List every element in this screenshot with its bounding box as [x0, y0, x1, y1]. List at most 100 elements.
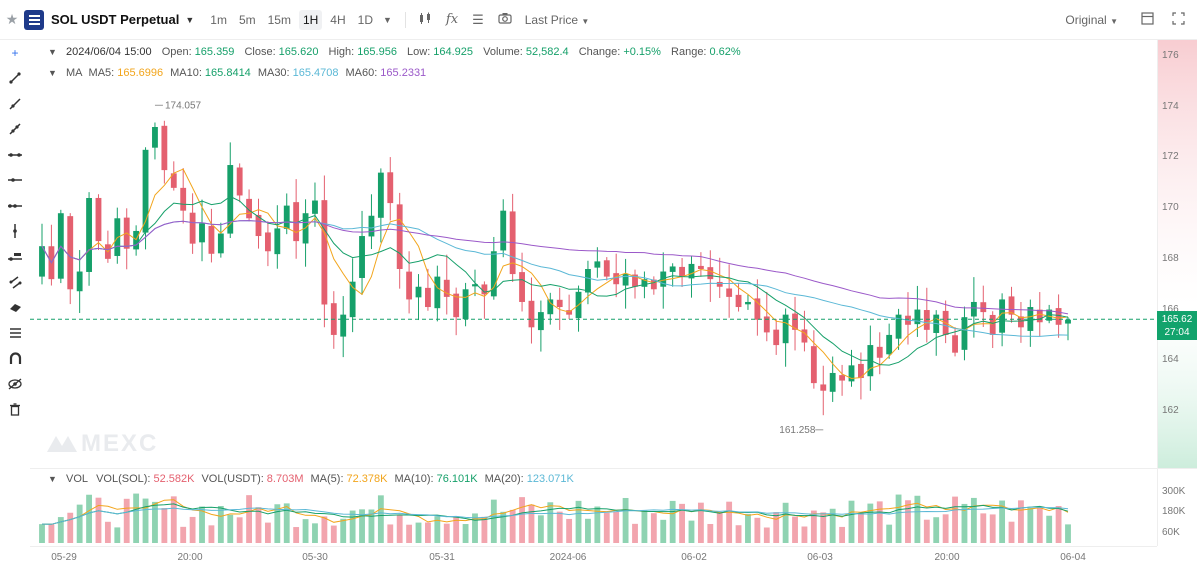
collapse-vol-chevron-icon[interactable]: ▼	[48, 474, 57, 484]
ma-item-label: MA5:	[88, 67, 115, 79]
price-type-select[interactable]: Last Price ▼	[525, 13, 590, 27]
horizontal-ray-tool-icon[interactable]	[2, 168, 28, 194]
trend-line-tool-icon[interactable]	[2, 66, 28, 92]
volume-bar	[914, 495, 921, 543]
volume-bar	[48, 524, 55, 543]
volume-bar	[490, 499, 497, 543]
candle-body	[283, 205, 290, 229]
highest-price-label: 174.057	[165, 100, 202, 111]
favorite-star-icon[interactable]: ★	[5, 11, 19, 27]
price-axis-label: 168	[1162, 252, 1179, 264]
candle-body	[923, 310, 930, 330]
symbol-title[interactable]: SOL USDT Perpetual	[51, 12, 180, 27]
delete-drawings-icon[interactable]	[2, 397, 28, 423]
volume-bar	[989, 514, 996, 543]
candle-body	[697, 265, 704, 269]
candle-body	[603, 260, 610, 277]
price-line-tool-icon[interactable]	[2, 244, 28, 270]
volume-bar	[208, 525, 215, 543]
view-mode-select[interactable]: Original ▼	[1065, 13, 1118, 27]
volume-bar	[782, 502, 789, 543]
candle-type-icon[interactable]	[419, 12, 432, 28]
settings-list-icon[interactable]: ☰	[472, 11, 484, 27]
volume-pane[interactable]	[30, 468, 1157, 546]
horizontal-segment-tool-icon[interactable]	[2, 193, 28, 219]
magnet-tool-icon[interactable]	[2, 346, 28, 372]
vol-title[interactable]: VOL	[65, 473, 88, 485]
symbol-dropdown-icon[interactable]: ▼	[185, 14, 195, 25]
fullscreen-icon[interactable]	[1172, 12, 1185, 28]
more-intervals-chevron-icon[interactable]: ▼	[382, 14, 392, 25]
volume-bar	[641, 510, 648, 543]
time-axis[interactable]: 05-29 20:00 05-30 05-31 2024-06 06-02 06-03 20:…	[30, 546, 1157, 567]
candle-body	[500, 210, 507, 251]
pattern-tool-icon[interactable]	[2, 321, 28, 347]
mexc-logo-icon	[47, 436, 77, 452]
interval-1h[interactable]: 1H	[298, 9, 323, 30]
candle-body	[246, 198, 253, 219]
layout-icon[interactable]	[1141, 12, 1154, 28]
volume-bar	[829, 508, 836, 543]
volume-bar	[1018, 500, 1024, 543]
interval-15m[interactable]: 15m	[267, 12, 291, 27]
price-axis[interactable]: 176 174 172 170 168 166 164 162	[1157, 40, 1197, 468]
toolbar-right: Original ▼	[1059, 0, 1197, 40]
candle-body	[792, 313, 798, 330]
volume-bar	[970, 497, 977, 543]
volume-bar	[1008, 521, 1015, 543]
screenshot-camera-icon[interactable]	[498, 12, 512, 27]
volume-axis-label: 180K	[1162, 506, 1186, 517]
parallel-channel-tool-icon[interactable]	[2, 270, 28, 296]
interval-1d[interactable]: 1D	[357, 12, 373, 27]
volume-bar	[481, 516, 488, 543]
volume-bar	[528, 504, 535, 543]
extended-line-tool-icon[interactable]	[2, 117, 28, 143]
ma-title[interactable]: MA	[65, 67, 83, 79]
volume-bar	[161, 508, 168, 543]
indicators-icon[interactable]: 𝑓x	[445, 12, 459, 27]
lowest-price-label: 161.258	[779, 425, 816, 436]
candle-body	[679, 266, 685, 277]
candle-body	[594, 261, 601, 268]
candle-body	[236, 167, 243, 196]
volume-chart-svg[interactable]	[30, 469, 1157, 547]
volume-bar	[707, 523, 714, 543]
ray-tool-icon[interactable]	[2, 91, 28, 117]
crosshair-tool-icon[interactable]: +	[11, 45, 19, 60]
interval-5m[interactable]: 5m	[238, 12, 256, 27]
candle-body	[368, 215, 375, 237]
collapse-ma-chevron-icon[interactable]: ▼	[48, 68, 57, 78]
horizontal-line-tool-icon[interactable]	[2, 142, 28, 168]
interval-1m[interactable]: 1m	[210, 12, 227, 27]
watermark-text: MEXC	[81, 430, 159, 457]
volume-bar	[302, 519, 309, 543]
ma-item-value: 165.8414	[204, 67, 251, 79]
volume-bar	[575, 500, 582, 543]
price-axis-label: 164	[1162, 354, 1179, 366]
price-chart-pane[interactable]: 174.057 161.258	[30, 40, 1157, 468]
volume-bar	[876, 501, 883, 543]
volume-bar	[745, 513, 751, 543]
time-axis-label: 20:00	[934, 552, 960, 563]
volume-bar	[632, 523, 638, 543]
candle-body	[839, 375, 846, 381]
candle-body	[1055, 308, 1062, 325]
interval-4h[interactable]: 4H	[330, 12, 346, 27]
candle-body	[895, 314, 902, 339]
price-chart-svg[interactable]: 174.057 161.258	[30, 40, 1157, 468]
candle-body	[547, 299, 554, 315]
volume-bar	[650, 513, 657, 543]
collapse-ohlc-chevron-icon[interactable]: ▼	[48, 47, 57, 57]
candle-body	[716, 281, 723, 287]
vertical-line-tool-icon[interactable]	[2, 219, 28, 245]
volume-bar	[472, 513, 478, 543]
volume-bar	[1065, 524, 1071, 543]
hide-drawings-icon[interactable]	[2, 372, 28, 398]
volume-bar	[952, 496, 958, 543]
candle-body	[199, 223, 205, 243]
fib-tool-icon[interactable]	[2, 295, 28, 321]
candle-body	[152, 127, 158, 148]
candle-body	[387, 172, 394, 204]
candle-body	[312, 200, 318, 214]
